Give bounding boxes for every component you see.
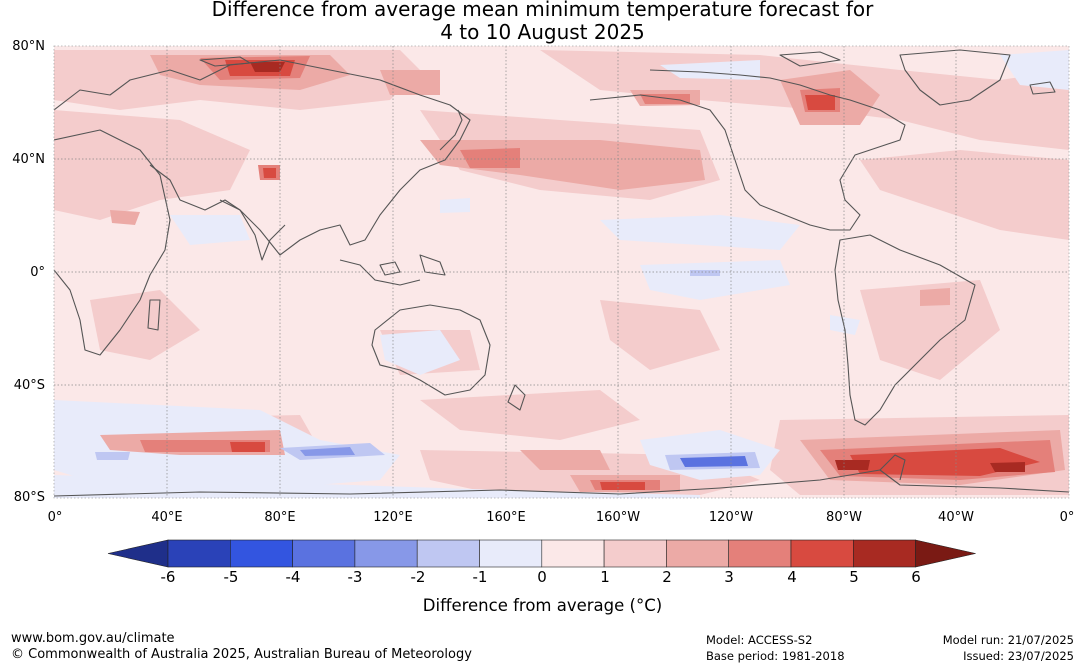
colorbar-tick: -5 (223, 568, 239, 586)
colorbar-segment (541, 539, 605, 568)
footer-base-period: Base period: 1981-2018 (706, 649, 845, 663)
anomaly-neg2-neg4-regions (95, 270, 760, 470)
footer-model: Model: ACCESS-S2 (706, 633, 813, 647)
colorbar-segment (603, 539, 667, 568)
lon-label-0-right: 0° (1059, 510, 1075, 525)
coastlines (54, 49, 1069, 497)
colorbar-segment (292, 539, 356, 568)
map-frame (53, 45, 1070, 499)
colorbar-tick: -4 (285, 568, 301, 586)
lon-label-80w: 80°W (826, 510, 862, 525)
lon-label-40w: 40°W (938, 510, 974, 525)
footer-url[interactable]: www.bom.gov.au/climate (11, 631, 175, 646)
colorbar-tick: 5 (849, 568, 859, 586)
graticule (54, 46, 1069, 498)
colorbar-segment (230, 539, 293, 568)
colorbar-segment (479, 539, 543, 568)
lat-label-80s: 80°S (13, 490, 45, 505)
lon-label-120w: 120°W (708, 510, 754, 525)
lat-label-80n: 80°N (12, 39, 45, 54)
colorbar-segment (416, 539, 480, 568)
lon-label-160w: 160°W (595, 510, 641, 525)
colorbar-label: Difference from average (°C) (422, 596, 663, 615)
colorbar-tick: 2 (662, 568, 672, 586)
lat-label-0: 0° (30, 265, 45, 280)
footer-model-run: Model run: 21/07/2025 (942, 633, 1074, 647)
lon-label-160e: 160°E (486, 510, 526, 525)
colorbar-tick: 4 (787, 568, 797, 586)
colorbar-tick: -2 (410, 568, 426, 586)
lat-label-40s: 40°S (13, 378, 45, 393)
lon-label-0-left: 0° (47, 510, 63, 525)
footer-issued: Issued: 23/07/2025 (963, 649, 1074, 663)
colorbar-segment (167, 539, 231, 568)
map-title-line2: 4 to 10 August 2025 (440, 20, 645, 44)
colorbar-tick: -1 (472, 568, 488, 586)
colorbar-tick: 3 (724, 568, 734, 586)
footer-copyright: © Commonwealth of Australia 2025, Austra… (11, 647, 472, 662)
lon-label-40e: 40°E (151, 510, 183, 525)
colorbar-extend-low (107, 539, 169, 568)
colorbar-tick: 6 (911, 568, 921, 586)
lon-label-120e: 120°E (373, 510, 413, 525)
colorbar-tick: 1 (600, 568, 610, 586)
colorbar-tick: 0 (537, 568, 547, 586)
lon-label-80e: 80°E (264, 510, 296, 525)
colorbar-tick: -6 (160, 568, 176, 586)
colorbar-segment (852, 539, 916, 568)
lat-label-40n: 40°N (12, 152, 45, 167)
colorbar-segment (728, 539, 792, 568)
map-title-line1: Difference from average mean minimum tem… (211, 0, 874, 21)
colorbar-segment (666, 539, 730, 568)
colorbar-extend-high (915, 539, 976, 568)
colorbar-tick: -3 (347, 568, 363, 586)
colorbar-segment (790, 539, 854, 568)
colorbar-segment (354, 539, 418, 568)
